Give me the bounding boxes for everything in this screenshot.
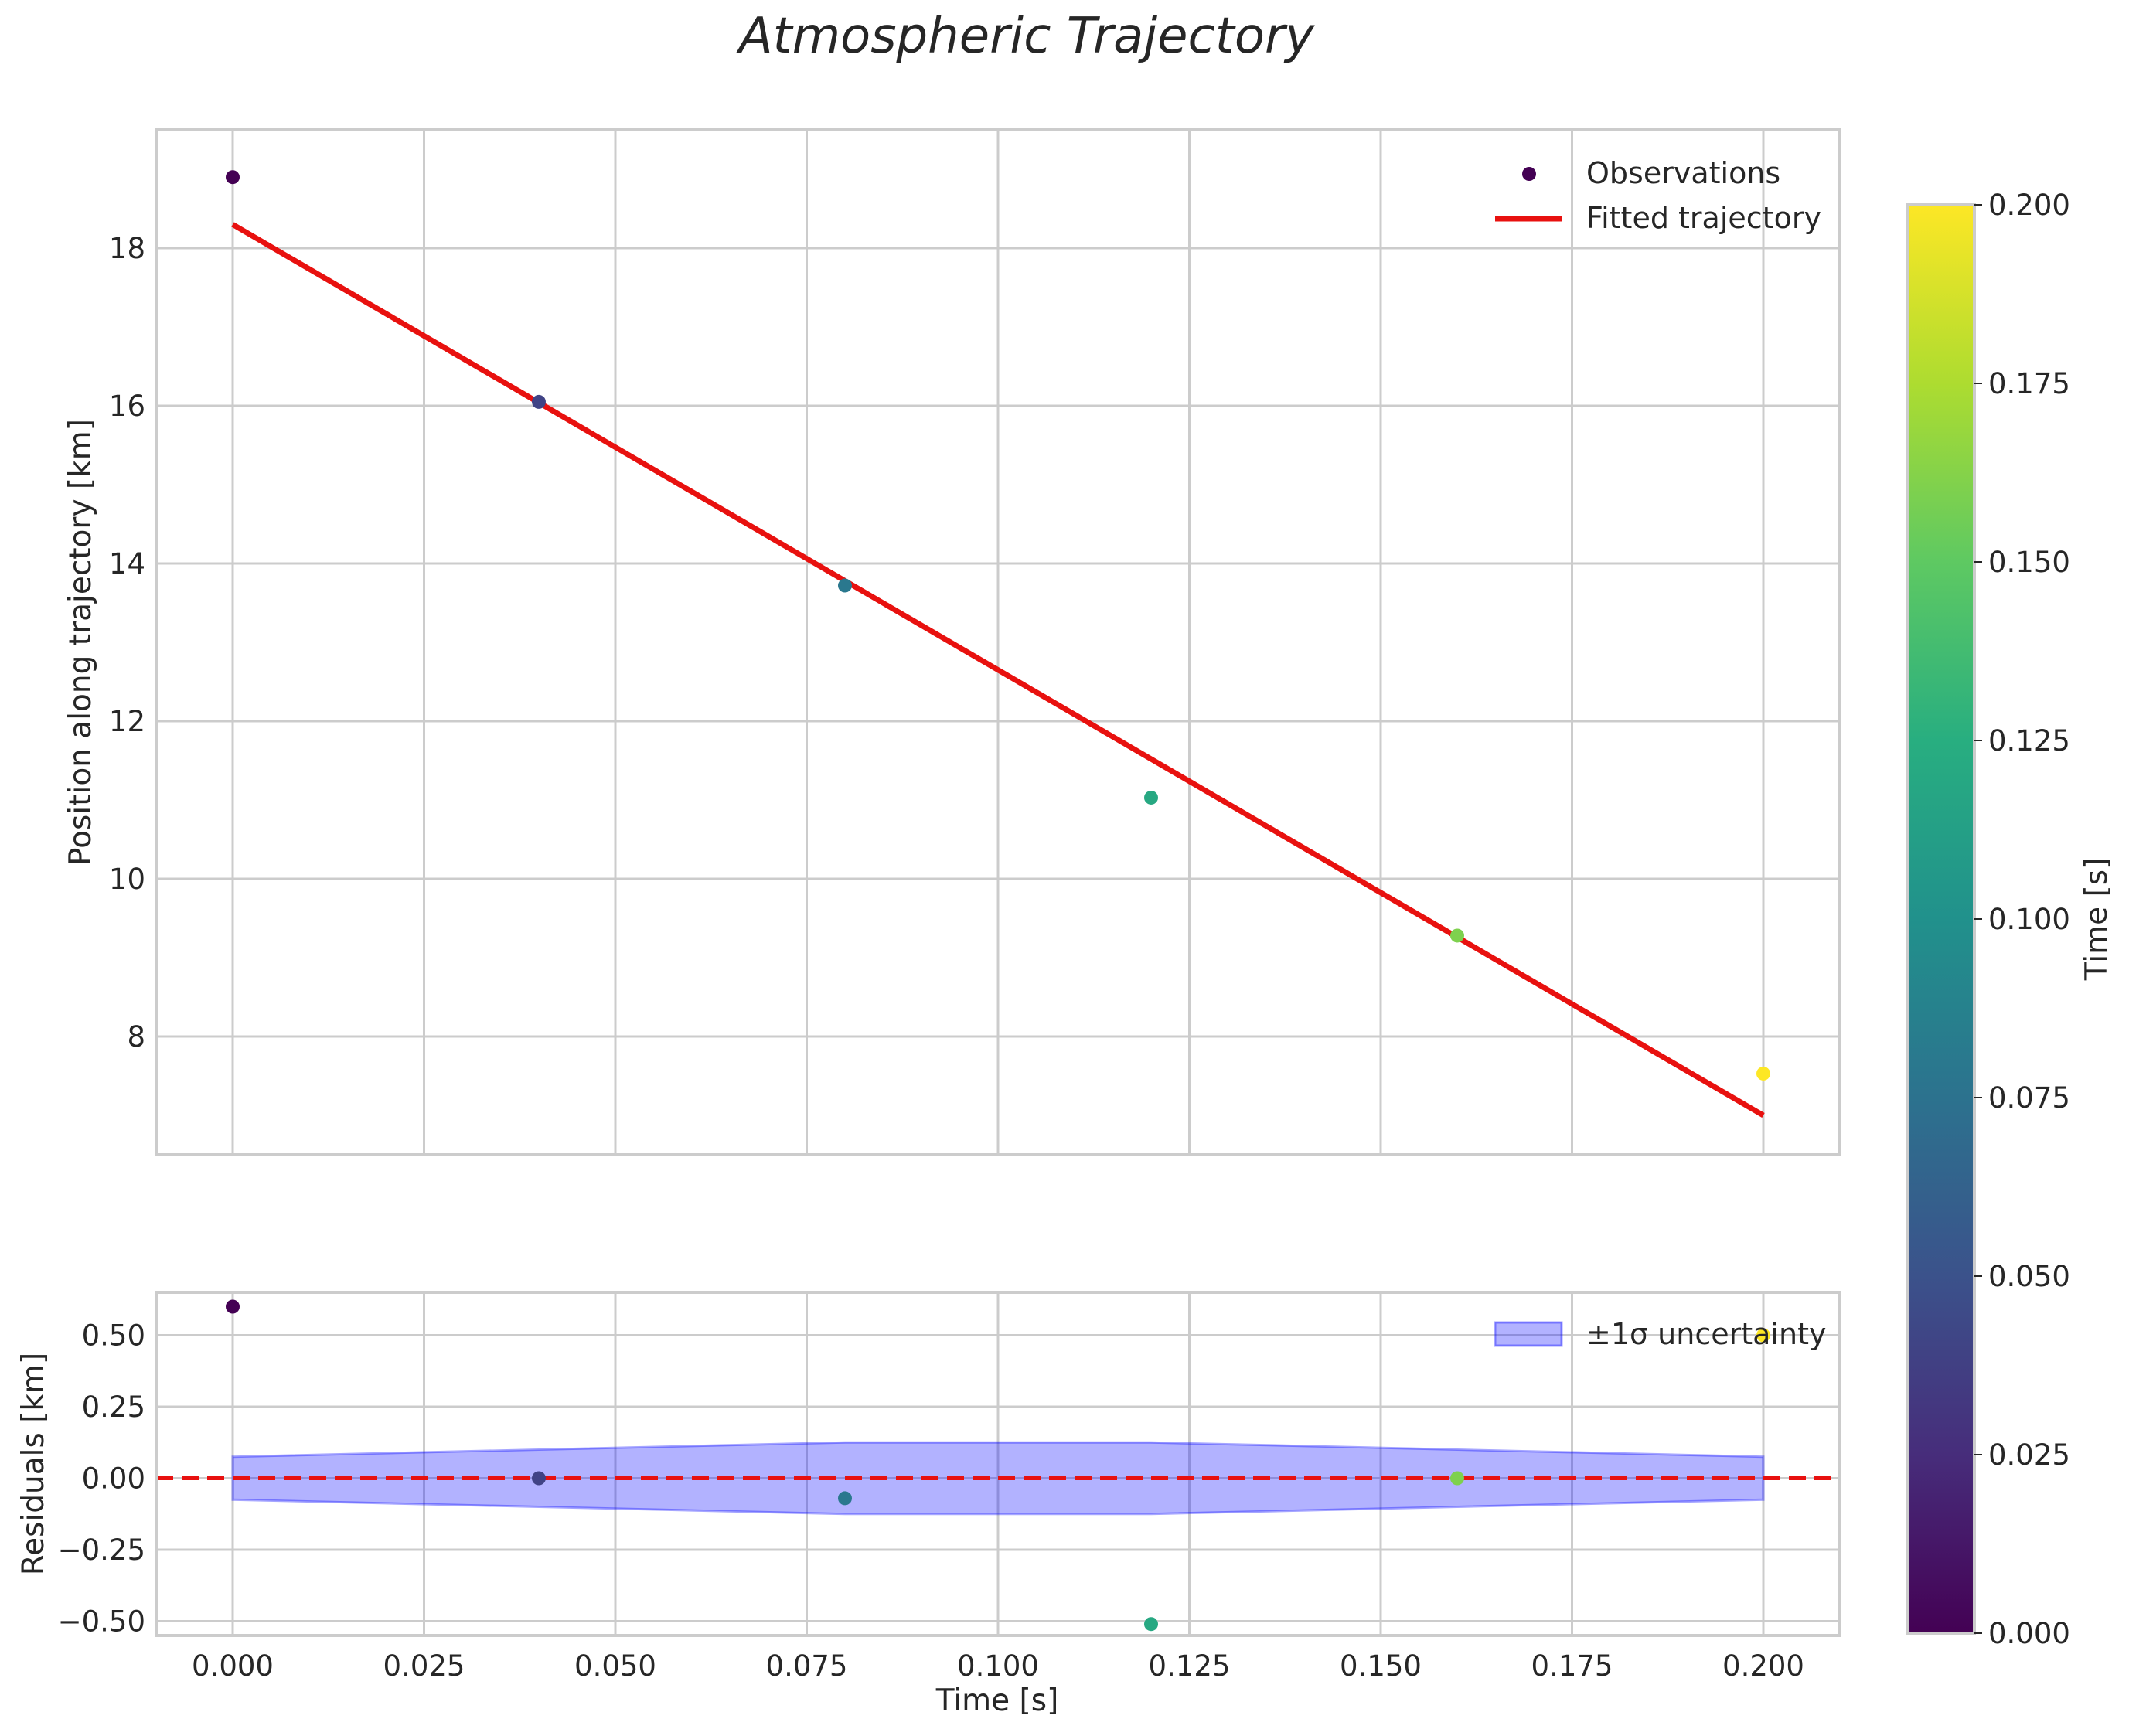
x-tick-label: 0.050 — [574, 1649, 656, 1683]
residual-point — [532, 1471, 546, 1486]
colorbar-gradient — [1906, 203, 1976, 1635]
colorbar-tick-label: 0.025 — [1988, 1438, 2070, 1472]
observation-point — [838, 578, 852, 593]
x-tick-label: 0.125 — [1149, 1649, 1231, 1683]
residual-x-ticks: 0.000 0.025 0.050 0.075 0.100 0.125 0.150 0.175… — [192, 1649, 1804, 1683]
x-axis-label: Time [s] — [935, 1683, 1059, 1718]
legend-observations-label: Observations — [1586, 156, 1780, 190]
main-panel: 8 10 12 14 16 18 Position along trajectory [k… — [63, 128, 1841, 1156]
main-y-axis-label: Position along trajectory [km] — [63, 419, 98, 866]
main-y-tick-label: 14 — [109, 547, 145, 580]
colorbar-tick-label: 0.125 — [1988, 724, 2070, 757]
residual-point — [226, 1299, 240, 1314]
colorbar-label: Time [s] — [2080, 858, 2114, 982]
colorbar-tick-label: 0.100 — [1988, 903, 2070, 936]
residual-panel: 0.500.250.00−0.25−0.50 0.000 0.025 0.050 0.… — [16, 1291, 1841, 1718]
observation-point — [1144, 790, 1158, 805]
colorbar-ticks: 0.000 0.025 0.050 0.075 0.100 0.125 0.150 0.175… — [1974, 189, 2070, 1650]
legend-fitted-trajectory-label: Fitted trajectory — [1586, 201, 1821, 235]
residual-legend: ±1σ uncertainty — [1494, 1317, 1826, 1351]
main-y-tick-label: 12 — [109, 705, 145, 738]
colorbar-tick-label: 0.000 — [1988, 1617, 2070, 1650]
x-tick-label: 0.075 — [766, 1649, 848, 1683]
fitted-trajectory-line — [231, 222, 1765, 1118]
residual-y-tick-label: 0.00 — [82, 1462, 145, 1496]
residual-y-axis-label: Residuals [km] — [16, 1353, 51, 1575]
observation-points — [226, 170, 1770, 1081]
colorbar: 0.000 0.025 0.050 0.075 0.100 0.125 0.150 0.175… — [1906, 189, 2114, 1650]
main-y-tick-label: 16 — [109, 390, 145, 423]
main-y-tick-label: 8 — [127, 1020, 145, 1054]
x-tick-label: 0.000 — [192, 1649, 274, 1683]
colorbar-tick-label: 0.150 — [1988, 546, 2070, 579]
main-panel-frame — [155, 128, 1841, 1156]
residual-point — [1144, 1617, 1158, 1632]
observation-point — [1756, 1066, 1770, 1081]
main-y-tick-label: 18 — [109, 232, 145, 265]
colorbar-tick-label: 0.075 — [1988, 1081, 2070, 1115]
x-tick-label: 0.025 — [383, 1649, 465, 1683]
chart-title: Atmospheric Trajectory — [736, 8, 1315, 65]
residual-y-tick-label: −0.50 — [58, 1605, 145, 1639]
observation-point — [532, 394, 546, 409]
legend-uncertainty-swatch — [1494, 1321, 1563, 1347]
residual-points — [226, 1299, 1770, 1632]
x-tick-label: 0.150 — [1340, 1649, 1422, 1683]
observation-point — [226, 170, 240, 185]
residual-point — [838, 1491, 852, 1506]
residual-y-tick-label: 0.25 — [82, 1391, 145, 1424]
residual-point — [1450, 1471, 1464, 1486]
residual-point — [1756, 1328, 1770, 1343]
colorbar-tick-label: 0.050 — [1988, 1260, 2070, 1293]
x-tick-label: 0.200 — [1722, 1649, 1804, 1683]
observation-point — [1450, 928, 1464, 943]
residual-y-ticks: 0.50 0.25 0.00 −0.25 −0.50 — [58, 1319, 145, 1639]
main-y-ticks: 8 10 12 14 16 18 — [109, 232, 145, 1054]
legend-uncertainty-label: ±1σ uncertainty — [1586, 1317, 1826, 1351]
main-y-tick-label: 10 — [109, 863, 145, 896]
x-tick-label: 0.100 — [957, 1649, 1039, 1683]
x-tick-label: 0.175 — [1531, 1649, 1613, 1683]
colorbar-tick-label: 0.175 — [1988, 367, 2070, 400]
legend-observations-marker — [1522, 167, 1536, 181]
main-legend: Observations Fitted trajectory — [1495, 156, 1821, 235]
colorbar-tick-label: 0.200 — [1988, 189, 2070, 222]
main-grid — [156, 130, 1840, 1155]
residual-y-tick-label: 0.50 — [82, 1319, 145, 1353]
residual-y-tick-label: −0.25 — [58, 1533, 145, 1567]
residual-panel-frame — [155, 1291, 1841, 1637]
